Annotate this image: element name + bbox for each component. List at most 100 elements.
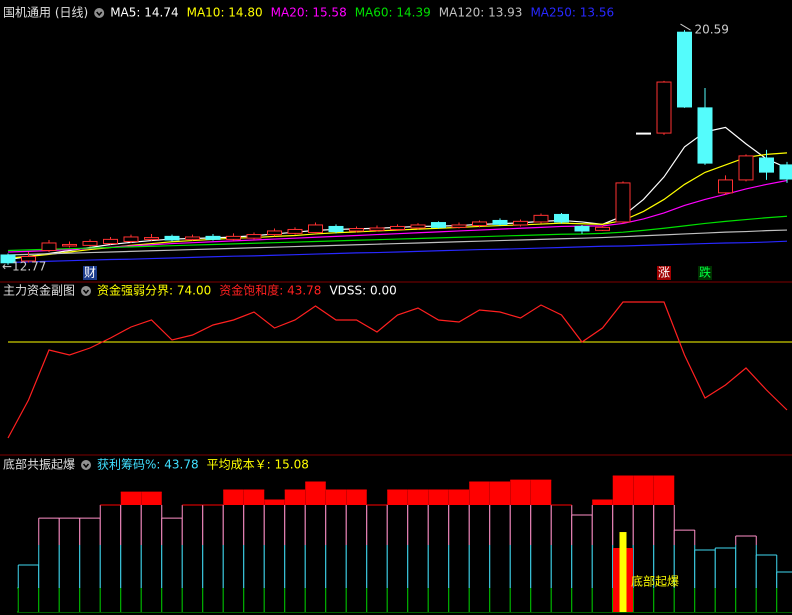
event-box [83, 266, 97, 280]
bar [202, 504, 224, 612]
signal-bar [619, 532, 627, 612]
panel-menu-arrow [82, 463, 90, 469]
candle-body [615, 182, 631, 223]
bar [79, 518, 101, 612]
bar [284, 489, 306, 612]
panel-menu-arrow [82, 289, 90, 295]
line [7, 215, 788, 252]
bar [18, 565, 39, 612]
legend-item: 资金饱和度: 43.78 [219, 283, 321, 298]
candle-body [226, 235, 241, 240]
line [7, 301, 788, 439]
candle-body [656, 81, 672, 134]
candle-body [185, 236, 200, 240]
panel-menu-icon [94, 8, 105, 18]
bar-cap [243, 489, 265, 505]
event-box [698, 266, 712, 280]
legend-item: MA60: 14.39 [355, 6, 431, 20]
legend-item: 资金强弱分界: 74.00 [97, 283, 211, 298]
bar [571, 515, 593, 612]
panel-menu-icon [81, 460, 92, 470]
candle-body [759, 157, 774, 173]
candle-body [779, 164, 792, 180]
bar-cap [141, 492, 162, 505]
event-marker: 涨 [658, 265, 670, 280]
candle-body [205, 235, 221, 240]
bar [448, 489, 470, 612]
bar [223, 489, 244, 612]
event-marker: 跌 [699, 265, 711, 280]
bar-cap [612, 475, 634, 505]
bar [653, 475, 675, 612]
candle-body [472, 221, 487, 227]
candle-body [574, 225, 590, 232]
candle-body [287, 228, 303, 234]
low-label: ←12.77 [2, 259, 46, 273]
bar [182, 504, 203, 612]
candle-body [62, 243, 77, 247]
bar-cap [120, 492, 142, 505]
bar [776, 572, 792, 612]
panel-title: 主力资金副图 [3, 283, 75, 298]
candle-body [21, 255, 36, 262]
candle-body [533, 214, 549, 223]
legend-item: 平均成本￥: 15.08 [207, 458, 309, 472]
legend-item: MA120: 13.93 [439, 6, 523, 20]
bar [366, 504, 388, 612]
bar-cap [407, 489, 429, 505]
candle-body [123, 236, 139, 242]
panel-menu-icon [81, 286, 92, 296]
bar [305, 482, 326, 612]
bar [141, 492, 162, 612]
bar [346, 489, 367, 612]
bar [530, 480, 552, 612]
candle-body [164, 235, 180, 241]
bar [38, 518, 60, 612]
candle-body [492, 219, 508, 225]
candle-body [390, 225, 405, 230]
bar-cap [510, 480, 531, 505]
bar [387, 489, 408, 612]
bar [715, 548, 736, 612]
candle-body [0, 254, 16, 264]
bar-cap [387, 489, 408, 505]
bar-cap [530, 480, 552, 505]
legend-item: MA250: 13.56 [530, 6, 614, 20]
bar-cap [489, 482, 511, 505]
event-box [657, 266, 671, 280]
candle-body [677, 31, 692, 108]
bar-cap [448, 489, 470, 505]
candle-body [246, 234, 262, 239]
candle-body [349, 228, 364, 232]
bar [510, 480, 531, 612]
candle-body [431, 222, 446, 228]
bar-cap [653, 475, 675, 505]
line [7, 179, 788, 253]
candle-body [41, 242, 57, 251]
bar-cap [325, 489, 347, 505]
bar [325, 489, 347, 612]
bar-cap [284, 489, 306, 505]
bar [489, 482, 511, 612]
candle-body [554, 213, 569, 223]
event-marker: 财 [84, 266, 96, 280]
candle-body [328, 225, 344, 233]
high-pointer [680, 23, 691, 31]
bar [735, 536, 757, 612]
legend-item: 获利筹码%: 43.78 [97, 458, 199, 472]
signal-label: 底部起爆 [631, 574, 679, 589]
panel-title: 底部共振起爆 [3, 457, 75, 472]
candle-body [103, 238, 118, 245]
legend-item: MA20: 15.58 [271, 6, 347, 20]
legend-item: MA10: 14.80 [187, 6, 263, 20]
candle-body [267, 230, 282, 236]
bar-cap [592, 499, 613, 505]
bar-cap [305, 482, 326, 505]
bar [407, 489, 429, 612]
bar-cap [346, 489, 367, 505]
bar [428, 489, 449, 612]
bar-cap [469, 482, 490, 505]
candle-body [513, 220, 528, 226]
candle-body [718, 179, 733, 194]
